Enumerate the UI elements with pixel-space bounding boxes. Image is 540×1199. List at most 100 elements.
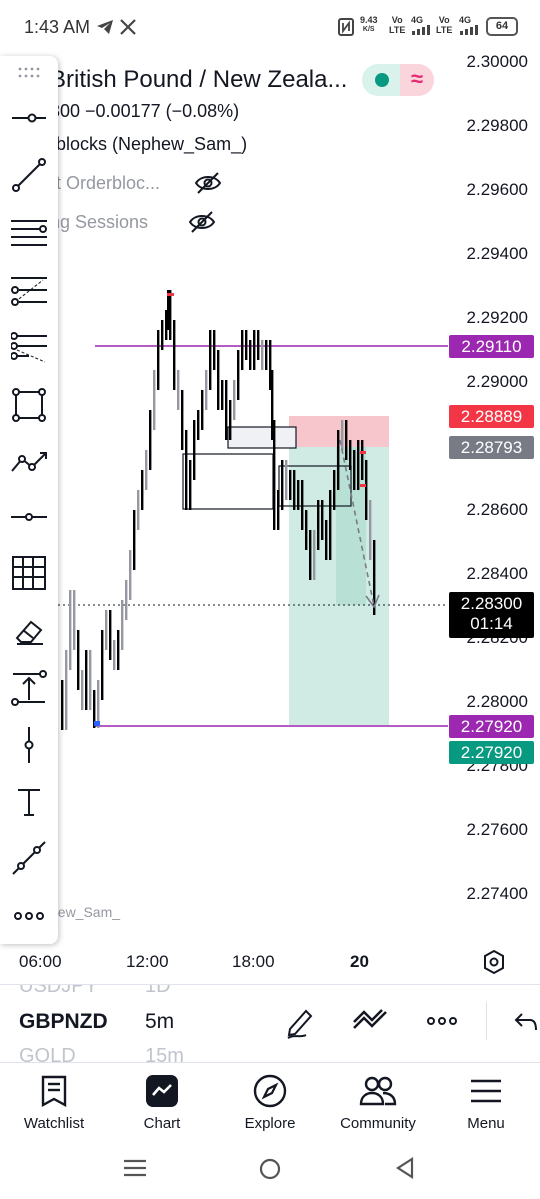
parallel-channel-icon[interactable] bbox=[9, 328, 49, 368]
chart-canvas[interactable] bbox=[0, 56, 540, 984]
eye-hidden-icon[interactable] bbox=[188, 210, 216, 234]
current-timeframe[interactable]: 5m bbox=[145, 1010, 175, 1033]
current-symbol[interactable]: GBPNZD bbox=[19, 1010, 108, 1033]
time-axis-label: 18:00 bbox=[232, 952, 275, 971]
eye-hidden-icon[interactable] bbox=[194, 171, 222, 195]
nav-menu[interactable]: Menu bbox=[432, 1063, 540, 1143]
drawings-icon[interactable] bbox=[352, 1008, 388, 1034]
rectangle-icon[interactable] bbox=[9, 385, 49, 425]
time-axis-label: 06:00 bbox=[19, 952, 62, 971]
fib-retracement-icon[interactable] bbox=[9, 213, 49, 253]
candlestick-series bbox=[61, 290, 376, 730]
sim1-label: Vo LTE bbox=[389, 15, 406, 35]
horizontal-line-icon[interactable] bbox=[9, 98, 49, 138]
entry-price-tag: 2.28793 bbox=[449, 436, 534, 459]
candle bbox=[333, 470, 336, 510]
candle bbox=[137, 490, 140, 530]
orderblock-box bbox=[278, 465, 352, 507]
symbol-picker[interactable]: USDJPY 1D GOLD 15m bbox=[0, 984, 540, 1062]
candle bbox=[233, 380, 236, 420]
candle bbox=[245, 330, 248, 360]
price-scale-label: 2.28400 bbox=[466, 564, 528, 583]
indicator-sessions[interactable]: ng Sessions bbox=[50, 212, 149, 232]
indicator-orderblocks[interactable]: rblocks (Nephew_Sam_) bbox=[50, 134, 248, 154]
candle bbox=[101, 630, 104, 700]
candle bbox=[265, 340, 268, 370]
next-timeframe[interactable]: 15m bbox=[145, 1045, 184, 1062]
back-icon[interactable] bbox=[395, 1157, 415, 1179]
nav-community[interactable]: Community bbox=[324, 1063, 432, 1143]
candle bbox=[277, 490, 280, 530]
sim4-label: 4G bbox=[459, 15, 472, 25]
vertical-line-icon[interactable] bbox=[9, 725, 49, 765]
nav-label: Explore bbox=[244, 1115, 296, 1132]
last-price-value: 2.28300 bbox=[460, 594, 523, 613]
path-icon[interactable] bbox=[9, 442, 49, 482]
prev-symbol[interactable]: USDJPY bbox=[19, 984, 98, 997]
next-symbol[interactable]: GOLD bbox=[19, 1045, 76, 1062]
text-icon[interactable] bbox=[9, 782, 49, 822]
candle bbox=[173, 320, 176, 390]
swing-high-mark bbox=[360, 484, 366, 487]
more-icon[interactable] bbox=[9, 896, 49, 936]
undo-icon[interactable] bbox=[514, 1010, 538, 1032]
line-points-icon[interactable] bbox=[9, 838, 49, 878]
nav-chart[interactable]: Chart bbox=[108, 1063, 216, 1143]
candle bbox=[257, 330, 260, 360]
candle bbox=[213, 330, 216, 370]
candle bbox=[281, 460, 284, 510]
pencil-icon[interactable] bbox=[284, 1005, 316, 1039]
candle bbox=[321, 500, 324, 540]
drag-handle[interactable] bbox=[18, 66, 40, 78]
candle bbox=[325, 520, 328, 560]
market-status-pill[interactable]: ≈ bbox=[362, 64, 434, 96]
grid-icon[interactable] bbox=[9, 553, 49, 593]
nfc-icon bbox=[338, 18, 354, 36]
nav-label: Community bbox=[340, 1115, 416, 1132]
net-speed: 9.43 K/S bbox=[360, 15, 378, 33]
chart-watermark: hew_Sam_ bbox=[50, 904, 121, 920]
recents-icon[interactable] bbox=[124, 1158, 146, 1178]
prev-timeframe[interactable]: 1D bbox=[145, 984, 171, 997]
nav-explore[interactable]: Explore bbox=[216, 1063, 324, 1143]
system-navigation bbox=[0, 1142, 540, 1199]
settings-icon[interactable] bbox=[481, 949, 507, 975]
horizontal-ray-icon[interactable] bbox=[9, 497, 49, 537]
candle bbox=[61, 680, 64, 730]
bar-countdown: 01:14 bbox=[470, 614, 513, 633]
chart-icon bbox=[142, 1073, 182, 1109]
candle bbox=[181, 390, 184, 450]
candle bbox=[345, 420, 348, 460]
price-chart[interactable] bbox=[0, 56, 540, 984]
symbol-title[interactable]: British Pound / New Zeala... bbox=[50, 66, 348, 93]
swing-high-mark bbox=[360, 451, 366, 454]
support-price-tag: 2.27920 bbox=[449, 715, 534, 738]
candle bbox=[133, 510, 136, 570]
candle bbox=[117, 630, 120, 670]
candle bbox=[369, 500, 372, 560]
status-bar: 1:43 AM 9.43 K/S Vo LTE 4G Vo LTE 4G 64 bbox=[0, 0, 540, 56]
nav-label: Watchlist bbox=[23, 1115, 85, 1132]
candle bbox=[109, 610, 112, 660]
sim3-label: Vo LTE bbox=[436, 15, 453, 35]
price-scale-label: 2.30000 bbox=[466, 52, 528, 71]
candle bbox=[89, 650, 92, 710]
candle bbox=[357, 440, 360, 490]
trend-line-icon[interactable] bbox=[9, 155, 49, 195]
sim2-label: 4G bbox=[411, 15, 424, 25]
candle bbox=[361, 440, 364, 480]
measure-icon[interactable] bbox=[9, 668, 49, 708]
pitchfork-icon[interactable] bbox=[9, 270, 49, 310]
candle bbox=[161, 320, 164, 350]
nav-watchlist[interactable]: Watchlist bbox=[0, 1063, 108, 1143]
candle bbox=[329, 490, 332, 560]
community-icon bbox=[358, 1073, 398, 1109]
watchlist-icon bbox=[34, 1073, 74, 1109]
candle bbox=[81, 670, 84, 710]
candle bbox=[349, 440, 352, 470]
more-options-icon[interactable] bbox=[426, 1016, 458, 1026]
resistance-price-tag: 2.29110 bbox=[449, 335, 534, 358]
indicator-orderblock-alt[interactable]: rt Orderbloc... bbox=[50, 173, 161, 193]
eraser-icon[interactable] bbox=[9, 611, 49, 651]
home-icon[interactable] bbox=[259, 1158, 281, 1180]
